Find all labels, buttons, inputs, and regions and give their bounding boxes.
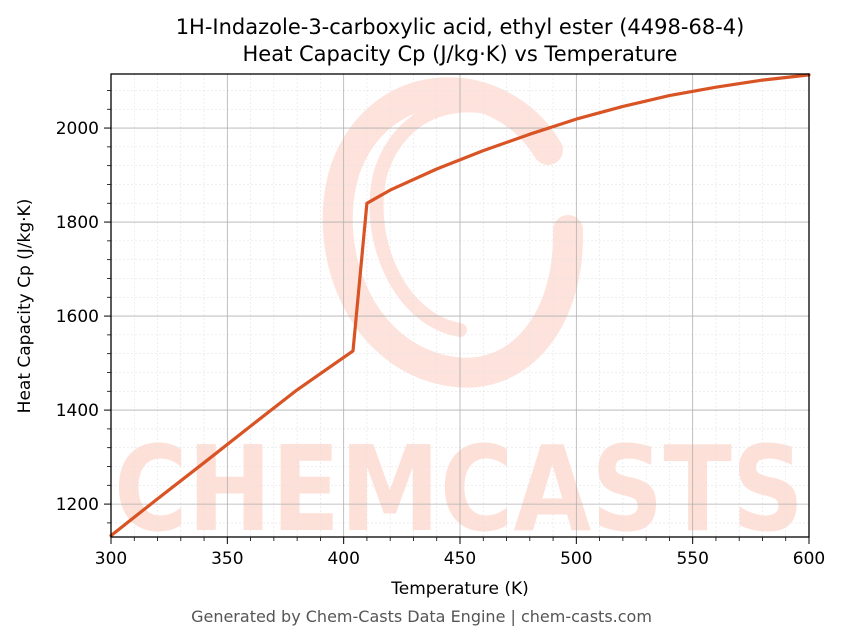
x-axis-label: Temperature (K) bbox=[390, 579, 529, 599]
x-tick-label: 550 bbox=[676, 549, 708, 569]
chemcasts-watermark: CHEMCASTS bbox=[114, 77, 804, 558]
y-tick-label: 1800 bbox=[56, 213, 99, 233]
x-tick-label: 500 bbox=[560, 549, 592, 569]
y-tick-label: 1200 bbox=[56, 495, 99, 515]
x-tick-label: 450 bbox=[444, 549, 476, 569]
y-tick-label: 2000 bbox=[56, 119, 99, 139]
x-tick-label: 400 bbox=[327, 549, 359, 569]
watermark-logo bbox=[322, 77, 584, 388]
y-axis-ticks: 1200 1400 1600 1800 2000 bbox=[56, 90, 111, 524]
series-line-heat-capacity bbox=[109, 73, 811, 538]
footer-credit: Generated by Chem-Casts Data Engine | ch… bbox=[191, 607, 652, 626]
chart-title-line-1: 1H-Indazole-3-carboxylic acid, ethyl est… bbox=[176, 15, 745, 39]
x-tick-label: 600 bbox=[793, 549, 825, 569]
x-axis-ticks: 300 350 400 450 500 550 600 bbox=[95, 537, 825, 569]
y-axis-label: Heat Capacity Cp (J/kg·K) bbox=[15, 199, 35, 414]
y-tick-label: 1400 bbox=[56, 401, 99, 421]
x-tick-label: 300 bbox=[95, 549, 127, 569]
x-tick-label: 350 bbox=[211, 549, 243, 569]
chart-title-line-2: Heat Capacity Cp (J/kg·K) vs Temperature bbox=[243, 42, 678, 66]
series-layer bbox=[109, 73, 811, 538]
y-tick-label: 1600 bbox=[56, 307, 99, 327]
